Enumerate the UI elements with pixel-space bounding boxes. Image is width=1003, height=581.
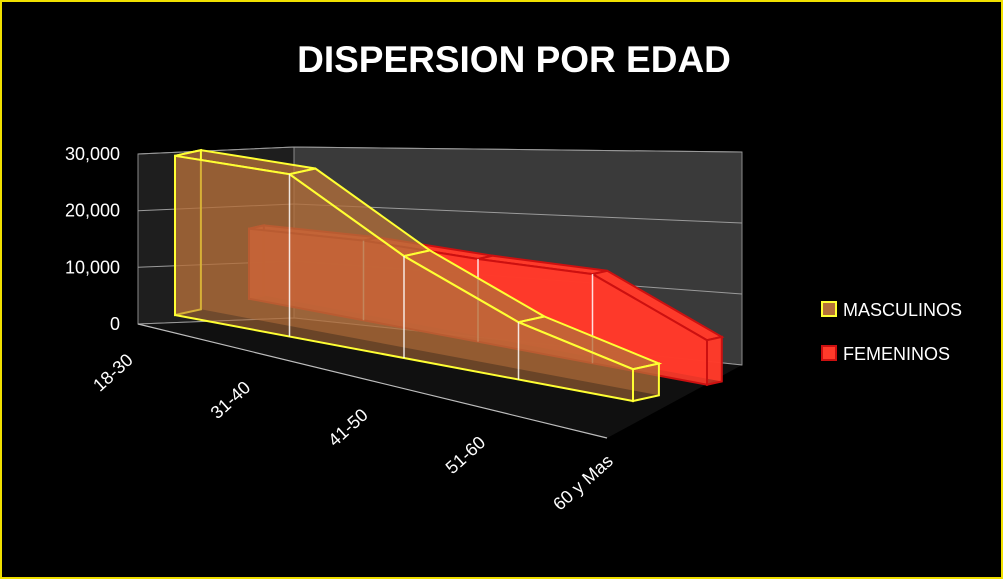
x-tick-label: 18-30 (89, 350, 137, 396)
legend: MASCULINOS FEMENINOS (821, 300, 962, 364)
legend-swatch (821, 301, 837, 317)
legend-label: MASCULINOS (843, 300, 962, 320)
y-axis-ticks: 0 10,000 20,000 30,000 (65, 144, 120, 334)
series-femeninos-right-face (706, 335, 723, 386)
x-tick-label: 60 y Mas (549, 451, 617, 515)
y-tick-label: 10,000 (65, 257, 120, 277)
y-tick-label: 20,000 (65, 201, 120, 221)
floor (138, 318, 742, 438)
y-tick-label: 30,000 (65, 144, 120, 164)
series-masculinos-right-face (632, 362, 660, 403)
x-tick-label: 51-60 (442, 432, 490, 478)
legend-label: FEMENINOS (843, 344, 950, 364)
y-tick-label: 0 (110, 314, 120, 334)
chart-title: DISPERSION POR EDAD (297, 39, 731, 80)
series-masculinos (174, 148, 663, 403)
legend-swatch (821, 345, 837, 361)
x-tick-label: 31-40 (207, 377, 255, 423)
x-tick-label: 41-50 (324, 405, 372, 451)
x-axis-line (137, 323, 608, 439)
